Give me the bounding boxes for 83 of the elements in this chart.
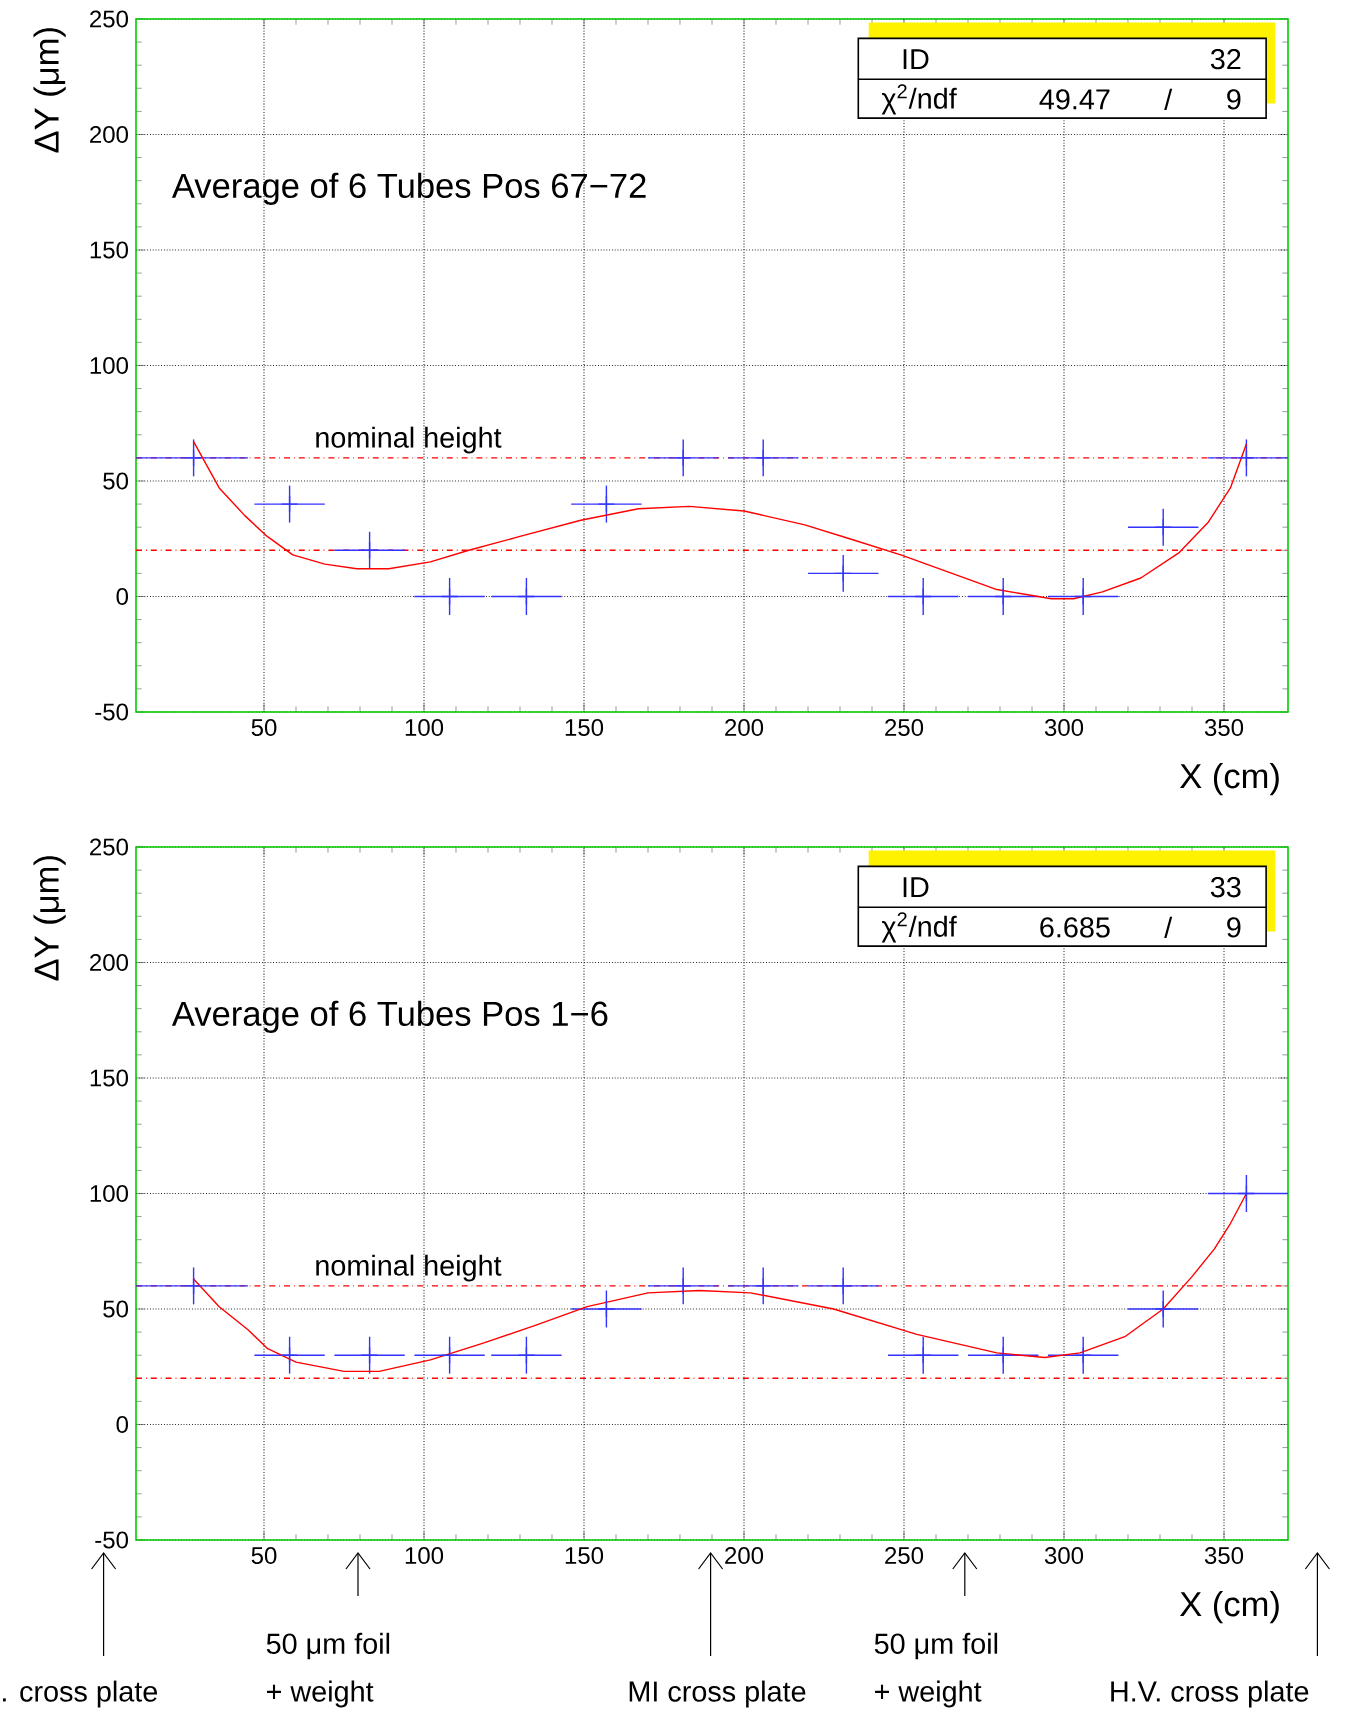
point [914, 1346, 932, 1364]
point [754, 1277, 772, 1295]
x-tick-label: 300 [1044, 719, 1084, 737]
y-axis-title: ΔY (μm) [33, 28, 66, 153]
y-tick-label: 150 [90, 241, 128, 259]
x-tick-label: 100 [405, 719, 444, 737]
point [280, 495, 299, 513]
point [994, 1346, 1012, 1364]
point [994, 587, 1012, 606]
text: MI cross plate [629, 1680, 806, 1708]
point [1237, 449, 1256, 467]
point [360, 541, 379, 559]
point [440, 587, 459, 606]
point [914, 587, 932, 606]
point [1154, 518, 1172, 536]
annotation: 9 [1227, 89, 1241, 110]
annotation: χ$^{2}$/ndf [881, 912, 957, 943]
annotation: 33 [1210, 876, 1241, 898]
x-tick-label: 50 [251, 1547, 277, 1565]
text: Average of 6 Tubes Pos 1−6 [171, 1000, 608, 1033]
x-tick-label: 50 [251, 719, 277, 737]
text: 50 μm foil [266, 1632, 390, 1660]
y-tick-label: 50 [103, 472, 128, 490]
point [834, 1277, 852, 1295]
point [1237, 1184, 1256, 1203]
x-tick-label: 100 [405, 1547, 444, 1565]
x-tick-label: 150 [565, 1547, 604, 1565]
y-tick-label: 100 [90, 1185, 128, 1202]
text: H.V. cross plate [1111, 1680, 1309, 1708]
y-tick-label: 50 [103, 1300, 128, 1318]
text: + weight [267, 1680, 374, 1708]
text: . cross plate [3, 1680, 158, 1708]
point [184, 449, 203, 467]
annotation: χ$^{2}$/ndf [881, 84, 957, 115]
annotation: 9 [1227, 917, 1241, 938]
annotation: ID [903, 877, 929, 898]
point [440, 1346, 459, 1364]
y-axis-title: ΔY (μm) [33, 856, 66, 981]
annotation: 6.685 [1040, 917, 1110, 938]
annotation: 32 [1210, 48, 1241, 70]
x-tick-label: 300 [1044, 1547, 1084, 1565]
annotation: / [1164, 88, 1173, 110]
annotation: ID [903, 49, 929, 70]
x-axis-title: X (cm) [1179, 763, 1279, 796]
point [1074, 1346, 1092, 1364]
x-tick-label: 200 [725, 1547, 764, 1565]
annotation: 49.47 [1039, 89, 1110, 110]
y-tick-label: 100 [90, 356, 128, 374]
x-tick-label: 250 [885, 1547, 924, 1565]
y-tick-label: 200 [90, 125, 128, 143]
point [754, 449, 772, 467]
point [1154, 1300, 1172, 1318]
x-tick-label: 200 [725, 719, 764, 737]
y-tick-label: 250 [90, 838, 128, 856]
text: + weight [875, 1680, 982, 1708]
y-tick-label: -50 [95, 1531, 128, 1549]
point [674, 449, 692, 467]
x-tick-label: 250 [885, 719, 924, 737]
text: Average of 6 Tubes Pos 67−72 [171, 172, 646, 205]
point [280, 1346, 299, 1364]
point [184, 1277, 203, 1295]
y-tick-label: -50 [95, 703, 128, 721]
y-tick-label: 250 [90, 10, 128, 28]
text: 50 μm foil [874, 1632, 998, 1660]
ref-line-label: nominal height [316, 426, 502, 454]
point [597, 1300, 616, 1318]
x-tick-label: 150 [565, 719, 604, 737]
point [834, 564, 852, 583]
x-axis-title: X (cm) [1179, 1591, 1279, 1624]
point [360, 1346, 379, 1364]
point [517, 1346, 536, 1364]
annotation: / [1164, 916, 1173, 938]
y-tick-label: 150 [90, 1069, 128, 1087]
point [597, 495, 616, 513]
ref-line-label: nominal height [316, 1254, 502, 1282]
point [674, 1277, 692, 1295]
y-tick-label: 0 [116, 1416, 129, 1433]
x-tick-label: 350 [1204, 1547, 1244, 1565]
point [517, 587, 536, 606]
y-tick-label: 0 [116, 588, 129, 605]
y-tick-label: 200 [90, 954, 128, 971]
x-tick-label: 350 [1204, 719, 1244, 737]
point [1074, 587, 1092, 606]
